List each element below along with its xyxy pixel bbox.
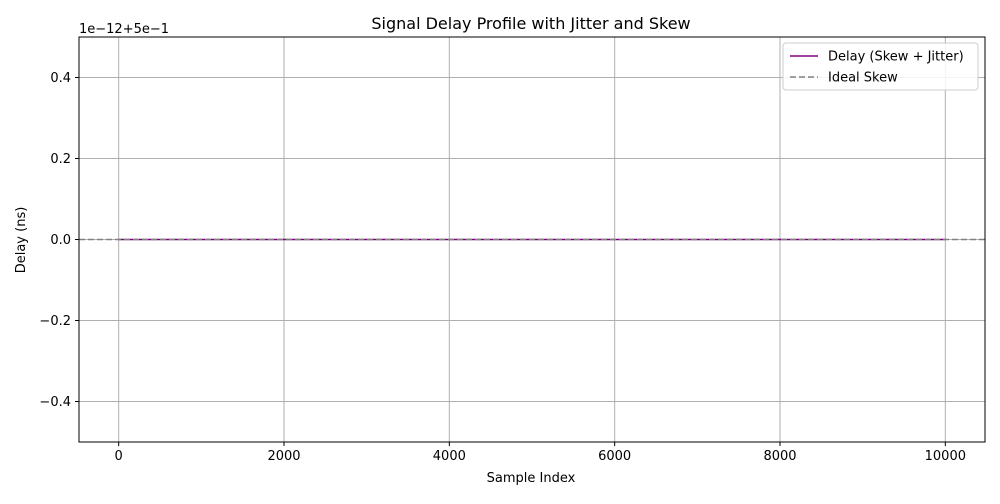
legend: Delay (Skew + Jitter) Ideal Skew	[782, 42, 979, 91]
y-axis-label: Delay (ns)	[14, 207, 29, 274]
x-tick-label: 8000	[763, 449, 796, 464]
y-tick-label: −0.4	[39, 395, 71, 410]
y-axis-offset-label: 1e−12+5e−1	[79, 22, 169, 37]
x-tick-label: 4000	[433, 449, 466, 464]
y-tick-label: −0.2	[39, 314, 71, 329]
y-axis-ticks: −0.4 −0.2 0.0 0.2 0.4	[39, 71, 79, 410]
x-tick-label: 0	[115, 449, 123, 464]
x-axis-label: Sample Index	[487, 471, 576, 486]
x-tick-label: 6000	[598, 449, 631, 464]
x-tick-label: 10000	[925, 449, 966, 464]
chart-title: Signal Delay Profile with Jitter and Ske…	[371, 14, 690, 33]
legend-label: Delay (Skew + Jitter)	[828, 50, 964, 65]
y-tick-label: 0.2	[50, 152, 71, 167]
x-tick-label: 2000	[267, 449, 300, 464]
legend-box	[782, 42, 979, 91]
legend-label: Ideal Skew	[828, 71, 898, 86]
y-tick-label: 0.4	[50, 71, 71, 86]
y-tick-label: 0.0	[50, 233, 71, 248]
x-axis-ticks: 0 2000 4000 6000 8000 10000	[115, 442, 966, 464]
